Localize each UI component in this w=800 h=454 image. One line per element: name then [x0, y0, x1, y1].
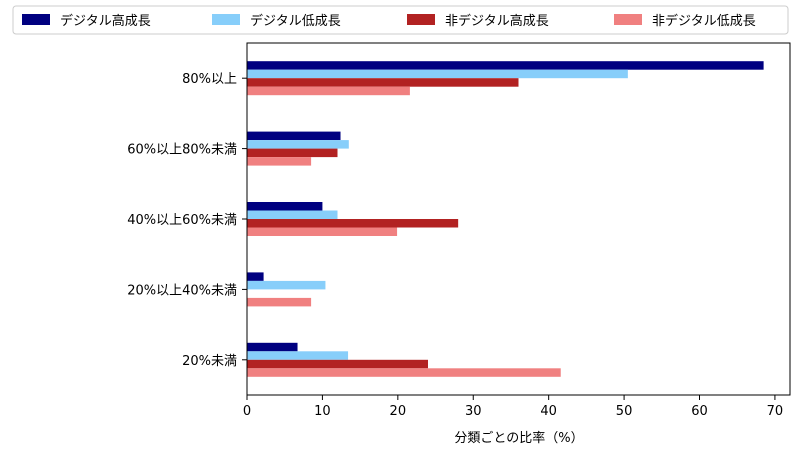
- legend: デジタル高成長 デジタル低成長 非デジタル高成長 非デジタル低成長: [12, 5, 789, 35]
- bars: [247, 61, 764, 377]
- bar-3-series-2: [247, 210, 338, 219]
- legend-swatch: [614, 14, 642, 25]
- bar-3-series-3: [247, 219, 459, 228]
- legend-swatch: [22, 14, 50, 25]
- bar-1-series-1: [247, 61, 764, 70]
- legend-swatch: [407, 14, 435, 25]
- bar-3-series-4: [247, 227, 398, 236]
- legend-label: 非デジタル低成長: [652, 13, 756, 29]
- y-tick-label: 20%以上40%未満: [127, 283, 237, 298]
- bar-5-series-1: [247, 342, 298, 352]
- bar-1-series-4: [247, 86, 410, 96]
- x-tick-label: 50: [616, 404, 633, 419]
- bar-2-series-2: [247, 140, 349, 149]
- bar-5-series-3: [247, 359, 428, 369]
- axes: 0 10 20 30 40 50 60 70 80%以上 60%以上80%未満 40%以上60%未満…: [127, 42, 791, 419]
- x-tick-label: 10: [314, 404, 331, 419]
- bar-5-series-4: [247, 368, 561, 377]
- bar-2-series-4: [247, 157, 312, 166]
- legend-box: [12, 5, 789, 35]
- x-tick-label: 20: [390, 404, 407, 419]
- legend-label: 非デジタル高成長: [445, 13, 549, 29]
- y-tick-label: 20%未満: [182, 354, 237, 369]
- bar-2-series-3: [247, 148, 338, 158]
- bar-4-series-2: [247, 280, 326, 290]
- y-tick-label: 80%以上: [182, 72, 237, 87]
- x-axis-label: 分類ごとの比率（%）: [454, 430, 583, 446]
- x-tick-label: 60: [691, 404, 708, 419]
- legend-swatch: [212, 14, 240, 25]
- legend-label: デジタル低成長: [250, 13, 341, 29]
- bar-1-series-2: [247, 69, 628, 79]
- x-tick-label: 70: [767, 404, 784, 419]
- legend-label: デジタル高成長: [60, 13, 151, 29]
- y-tick-label: 60%以上80%未満: [127, 143, 237, 158]
- bar-5-series-2: [247, 351, 349, 360]
- x-tick-label: 30: [465, 404, 482, 419]
- bar-4-series-1: [247, 272, 264, 281]
- bar-4-series-4: [247, 297, 312, 307]
- y-tick-label: 40%以上60%未満: [127, 213, 237, 228]
- x-tick-label: 0: [243, 404, 251, 419]
- bar-1-series-3: [247, 78, 519, 87]
- bar-3-series-1: [247, 202, 323, 211]
- bar-2-series-1: [247, 131, 341, 141]
- x-tick-label: 40: [540, 404, 557, 419]
